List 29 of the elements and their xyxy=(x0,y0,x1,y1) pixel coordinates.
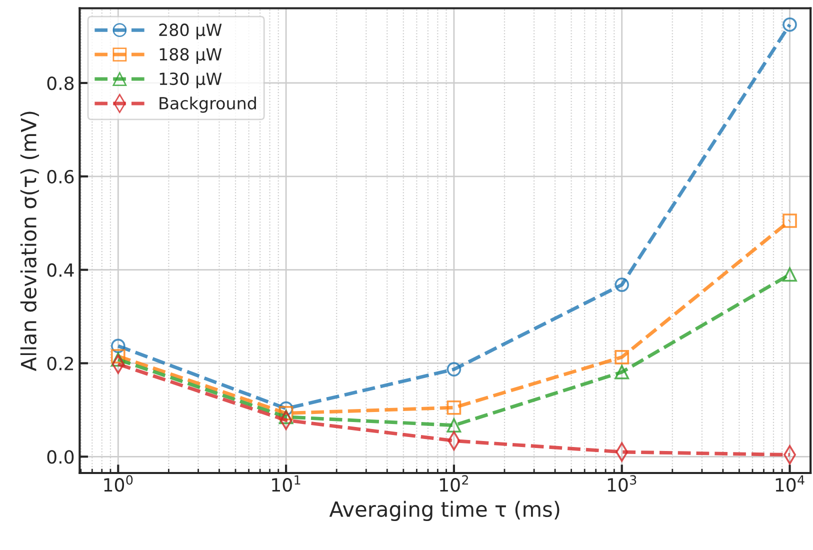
legend-label: 130 μW xyxy=(160,72,222,88)
y-tick-label: 0.4 xyxy=(47,263,74,277)
point xyxy=(782,267,797,282)
legend-label: 188 μW xyxy=(160,48,222,64)
point xyxy=(614,350,630,364)
point xyxy=(446,400,462,415)
point xyxy=(782,214,797,228)
x-tick-label: 10$^{2}$ xyxy=(440,475,468,492)
x-axis-title: Averaging time τ (ms) xyxy=(329,500,560,522)
point xyxy=(110,338,126,354)
legend-label: 280 μW xyxy=(159,24,222,40)
point xyxy=(446,362,462,376)
point xyxy=(278,410,294,424)
point xyxy=(446,418,462,433)
y-tick-label: 0.6 xyxy=(47,170,74,184)
y-tick-label: 0.2 xyxy=(47,356,74,370)
y-tick-label: 0.8 xyxy=(47,76,74,90)
legend-label: Background xyxy=(160,96,256,113)
point xyxy=(614,364,630,380)
point xyxy=(110,349,126,364)
point xyxy=(110,352,126,367)
y-tick-label: 0.0 xyxy=(47,450,74,464)
y-axis-title: Allan deviation σ(τ) (mV) xyxy=(20,112,39,372)
x-tick-label: 10$^{0}$ xyxy=(104,475,133,492)
point xyxy=(614,278,630,292)
x-tick-label: 10$^{3}$ xyxy=(608,475,636,492)
x-tick-label: 10$^{1}$ xyxy=(272,475,300,492)
x-tick-label: 10$^{4}$ xyxy=(776,475,804,492)
point xyxy=(782,17,797,32)
